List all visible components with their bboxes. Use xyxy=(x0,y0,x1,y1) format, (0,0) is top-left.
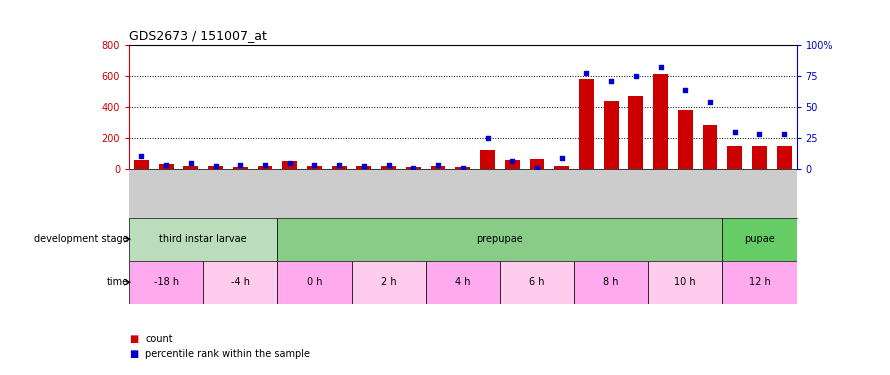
Bar xyxy=(431,166,446,169)
Bar xyxy=(406,167,421,169)
Bar xyxy=(505,160,520,169)
Point xyxy=(134,153,149,159)
Bar xyxy=(352,261,425,304)
Text: time: time xyxy=(107,277,128,287)
Bar xyxy=(653,74,668,169)
Point xyxy=(481,135,495,141)
Bar xyxy=(282,161,297,169)
Point xyxy=(777,131,791,137)
Text: count: count xyxy=(145,334,173,344)
Bar xyxy=(381,166,396,169)
Bar xyxy=(530,159,545,169)
Point xyxy=(159,162,174,168)
Text: ■: ■ xyxy=(129,350,138,359)
Bar xyxy=(480,150,495,169)
Point xyxy=(579,70,594,76)
Bar xyxy=(723,217,797,261)
Bar xyxy=(257,166,272,169)
Bar xyxy=(183,166,198,169)
Bar xyxy=(307,166,322,169)
Bar xyxy=(500,261,574,304)
Point xyxy=(604,78,619,84)
Bar xyxy=(603,101,619,169)
Bar xyxy=(727,146,742,169)
Text: ■: ■ xyxy=(129,334,138,344)
Bar xyxy=(554,166,569,169)
Text: -18 h: -18 h xyxy=(154,277,179,287)
Bar xyxy=(456,167,470,169)
Bar xyxy=(723,261,797,304)
Text: 4 h: 4 h xyxy=(455,277,471,287)
Text: development stage: development stage xyxy=(34,234,128,244)
Point xyxy=(332,162,346,168)
Bar xyxy=(628,96,643,169)
Bar xyxy=(158,164,174,169)
Bar xyxy=(278,261,352,304)
Text: 2 h: 2 h xyxy=(381,277,396,287)
Text: 10 h: 10 h xyxy=(675,277,696,287)
Point xyxy=(431,162,445,168)
Bar xyxy=(357,166,371,169)
Point xyxy=(307,162,321,168)
Point xyxy=(208,163,222,169)
Point xyxy=(530,165,544,171)
Text: 12 h: 12 h xyxy=(748,277,771,287)
Bar xyxy=(129,217,278,261)
Text: third instar larvae: third instar larvae xyxy=(159,234,247,244)
Bar xyxy=(332,166,346,169)
Text: prepupae: prepupae xyxy=(476,234,523,244)
Point xyxy=(258,162,272,168)
Text: GDS2673 / 151007_at: GDS2673 / 151007_at xyxy=(129,30,267,42)
Bar xyxy=(574,261,648,304)
Bar xyxy=(278,217,723,261)
Bar xyxy=(203,261,278,304)
Bar xyxy=(208,166,223,169)
Bar xyxy=(702,124,717,169)
Text: -4 h: -4 h xyxy=(231,277,250,287)
Bar xyxy=(648,261,723,304)
Text: percentile rank within the sample: percentile rank within the sample xyxy=(145,350,310,359)
Point xyxy=(183,160,198,166)
Bar xyxy=(233,167,247,169)
Text: 8 h: 8 h xyxy=(603,277,619,287)
Point xyxy=(233,162,247,168)
Point xyxy=(703,99,717,105)
Point xyxy=(456,165,470,171)
Bar xyxy=(129,261,203,304)
Point xyxy=(752,131,766,137)
Point xyxy=(357,163,371,169)
Bar xyxy=(752,146,767,169)
Point xyxy=(653,64,668,70)
Point xyxy=(554,154,569,160)
Text: pupae: pupae xyxy=(744,234,775,244)
Bar xyxy=(425,261,500,304)
Text: 0 h: 0 h xyxy=(307,277,322,287)
Point xyxy=(406,165,420,171)
Point xyxy=(283,160,297,166)
Point xyxy=(382,162,396,168)
Point xyxy=(628,73,643,79)
Point xyxy=(506,158,520,164)
Bar xyxy=(777,146,791,169)
Text: 6 h: 6 h xyxy=(530,277,545,287)
Point xyxy=(728,129,742,135)
Bar xyxy=(134,160,149,169)
Bar xyxy=(678,110,692,169)
Point xyxy=(678,87,692,93)
Bar xyxy=(579,79,594,169)
